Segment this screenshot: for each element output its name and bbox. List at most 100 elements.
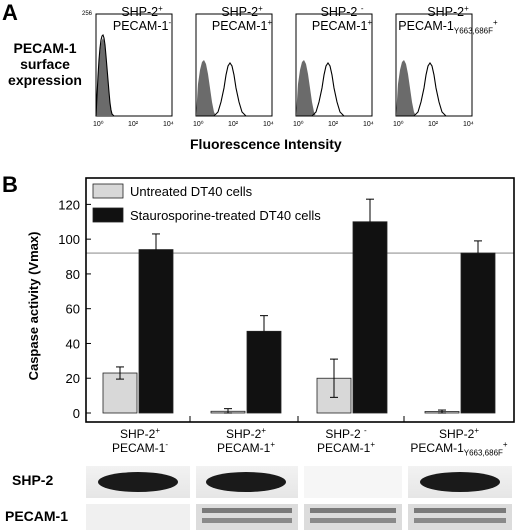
x-tick-label: 10⁴ <box>263 121 274 128</box>
x-tick-label: 10² <box>128 121 139 128</box>
cat-text: PECAM-1 <box>216 441 271 455</box>
legend-label: Staurosporine-treated DT40 cells <box>130 208 321 223</box>
x-tick-label: 10⁰ <box>393 120 404 128</box>
y-tick-label: 60 <box>66 302 80 317</box>
cat-sup: + <box>270 440 275 449</box>
title-text: PECAM-1 <box>112 19 169 33</box>
bar <box>246 330 282 414</box>
histogram-title-line1: SHP-2+ <box>202 3 282 19</box>
histogram-title: SHP-2+ PECAM-1+ <box>202 3 282 33</box>
legend: Untreated DT40 cells Staurosporine-treate… <box>92 183 321 223</box>
cat-sub: Y663,686F <box>463 448 503 458</box>
histogram-plot <box>195 13 273 117</box>
control-histogram-filled <box>296 60 316 116</box>
blot-label-pecam1: PECAM-1 <box>5 508 69 524</box>
x-tick-label: 10² <box>428 121 439 128</box>
blot-lane-bg <box>304 504 402 530</box>
flow-histograms: 256 10⁰ 10² 10⁴ 10⁰ 10² 10⁴ 10⁰ 10² 10⁴ … <box>82 11 474 128</box>
legend-swatch <box>92 183 124 199</box>
bar <box>352 221 388 414</box>
cat-text: PECAM-1 <box>111 441 166 455</box>
cat-sup: + <box>502 440 508 449</box>
histogram-title: SHP-2+ PECAM-1- <box>102 4 182 33</box>
cat-sup: - <box>364 426 367 435</box>
y-tick-label: 0 <box>73 406 80 421</box>
y-tick-label: 20 <box>66 371 80 386</box>
y-tick-label: 40 <box>66 336 80 351</box>
pecam-band <box>310 508 396 513</box>
pecam-band <box>202 518 292 523</box>
x-tick-label: 10⁴ <box>163 121 174 128</box>
histogram-frame <box>395 13 473 117</box>
blot-label-shp2: SHP-2 <box>12 472 54 488</box>
cat-text: SHP-2 <box>119 427 156 441</box>
category-line2: PECAM-1- <box>98 440 182 456</box>
title-sup: + <box>493 17 498 27</box>
histogram-x-ticks: 10⁰ 10² 10⁴ 10⁰ 10² 10⁴ 10⁰ 10² 10⁴ 10⁰ … <box>93 120 474 128</box>
histogram-frame <box>295 13 373 117</box>
y-tick-label: 80 <box>66 267 80 282</box>
shp2-band <box>420 472 500 492</box>
category-line2: PECAM-1+ <box>304 441 388 456</box>
axis-layer: 0 20 40 60 80 100 120 <box>58 177 515 423</box>
y-axis-label: Caspase activity (Vmax) <box>26 232 41 381</box>
title-text: SHP-2 <box>320 5 361 19</box>
panel-b-letter: B <box>2 172 18 197</box>
category-line1: SHP-2 - <box>304 426 388 442</box>
histogram-title-line1: SHP-2+ <box>398 4 498 19</box>
pecam-band <box>310 518 396 523</box>
category-line1: SHP-2+ <box>404 427 514 442</box>
category-label: SHP-2+ PECAM-1Y663,686F+ <box>404 427 514 458</box>
title-text: PECAM-1 <box>311 19 368 33</box>
x-tick-label: 10² <box>228 121 239 128</box>
control-histogram-filled <box>196 60 216 116</box>
title-text: PECAM-1 <box>211 19 268 33</box>
western-blot <box>86 466 512 530</box>
category-line1: SHP-2+ <box>204 427 288 442</box>
histogram-title: SHP-2 - PECAM-1+ <box>302 3 382 33</box>
x-tick-label: 10⁴ <box>363 121 374 128</box>
cat-text: SHP-2 <box>225 427 262 441</box>
pecam-band <box>414 518 506 523</box>
histogram-title-line2: PECAM-1Y663,686F+ <box>398 17 498 36</box>
title-sub: Y663,686F <box>453 26 494 36</box>
blot-lane-bg <box>304 466 402 498</box>
title-text: PECAM-1 <box>398 19 454 33</box>
histogram-title-line1: SHP-2 - <box>302 3 382 19</box>
caspase-bar-chart: Caspase activity (Vmax) 020406080100120 … <box>26 177 515 423</box>
category-line2: PECAM-1Y663,686F+ <box>404 440 514 458</box>
cat-text: PECAM-1 <box>410 441 464 455</box>
histogram-title: SHP-2+ PECAM-1Y663,686F+ <box>398 4 498 36</box>
y-tick-label: 120 <box>58 197 80 212</box>
histogram-title-line2: PECAM-1+ <box>302 17 382 33</box>
bars-layer <box>102 198 496 414</box>
shp2-band <box>206 472 286 492</box>
sample-histogram-line <box>296 62 372 117</box>
sample-histogram-line <box>396 62 472 117</box>
category-label: SHP-2 - PECAM-1+ <box>304 426 388 456</box>
title-sup: + <box>267 17 273 27</box>
y-max-label: 256 <box>82 11 93 17</box>
pecam-band <box>202 508 292 513</box>
histogram-title-line2: PECAM-1- <box>102 18 182 33</box>
sample-histogram-line <box>95 33 172 117</box>
row-label-line: surface <box>20 56 70 72</box>
title-text: SHP-2 <box>121 5 159 19</box>
bar <box>460 252 496 414</box>
blot-lane-bg <box>86 504 190 530</box>
blot-lane-bg <box>196 504 298 530</box>
category-line1: SHP-2+ <box>98 426 182 442</box>
shp2-band <box>98 472 178 492</box>
panel-a-x-axis-label: Fluorescence Intensity <box>190 136 342 152</box>
title-sup: + <box>367 17 373 27</box>
category-label: SHP-2+ PECAM-1- <box>98 426 182 456</box>
legend-swatch <box>92 207 124 223</box>
y-tick-label: 100 <box>58 232 80 247</box>
histogram-title-line2: PECAM-1+ <box>202 17 282 33</box>
cat-sup: - <box>165 440 168 449</box>
title-text: SHP-2 <box>221 5 259 19</box>
x-tick-label: 10⁰ <box>193 120 204 128</box>
cat-sup: + <box>155 426 160 435</box>
title-sup: - <box>360 3 364 13</box>
title-sup: + <box>258 3 263 13</box>
